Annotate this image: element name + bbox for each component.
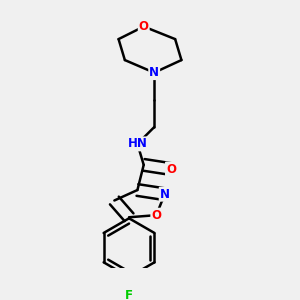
Text: HN: HN — [128, 137, 147, 150]
Text: O: O — [166, 163, 176, 176]
Text: O: O — [139, 20, 149, 33]
Text: F: F — [125, 289, 133, 300]
Text: O: O — [151, 209, 161, 222]
Text: N: N — [149, 66, 159, 79]
Text: N: N — [160, 188, 170, 201]
